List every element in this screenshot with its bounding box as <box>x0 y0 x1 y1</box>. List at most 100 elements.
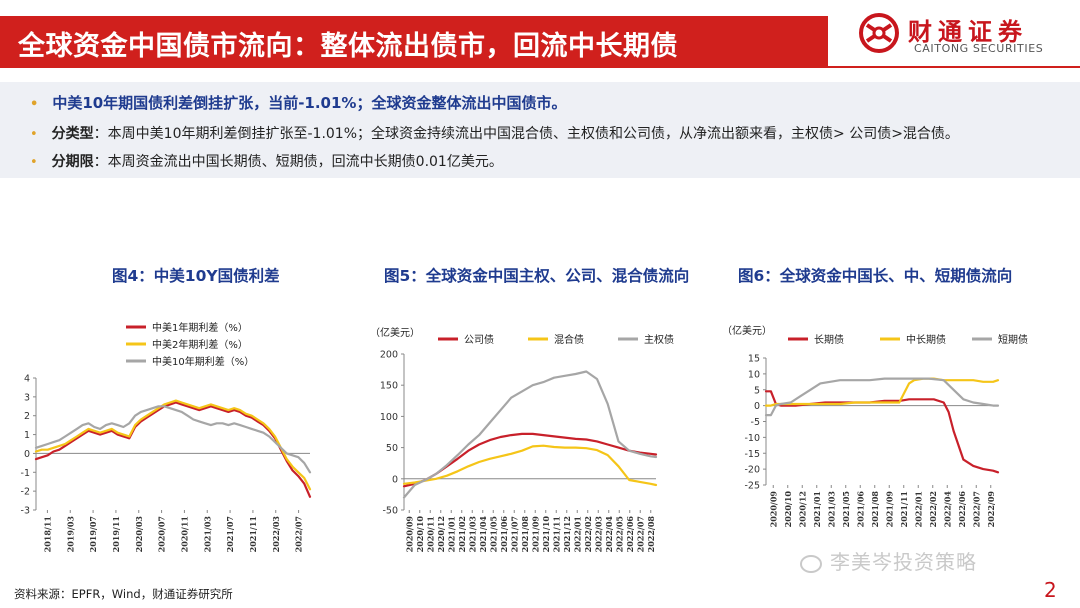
x-tick-label: 2021/01 <box>446 516 456 552</box>
bullet-dot-icon: • <box>30 155 38 170</box>
x-tick-label: 2020/11 <box>179 516 189 552</box>
x-tick-label: 2021/05 <box>841 491 851 527</box>
legend-label: 长期债 <box>814 333 844 346</box>
x-tick-label: 2021/04 <box>478 516 488 553</box>
y-tick-label: 100 <box>380 412 398 423</box>
x-tick-label: 2020/12 <box>436 516 446 552</box>
page-title: 全球资金中国债市流向：整体流出债市，回流中长期债 <box>18 31 678 62</box>
y-tick-label: 0 <box>24 449 30 460</box>
x-tick-label: 2022/03 <box>271 516 281 553</box>
wechat-icon <box>800 554 822 573</box>
x-tick-label: 2022/04 <box>604 516 614 553</box>
x-tick-label: 2022/07 <box>971 491 981 527</box>
x-tick-label: 2022/02 <box>583 516 593 552</box>
y-tick-label: -3 <box>21 506 30 517</box>
x-tick-label: 2020/09 <box>768 491 778 528</box>
y-tick-label: 3 <box>24 392 30 403</box>
y-tick-label: 200 <box>380 350 398 361</box>
series-line-1 <box>34 399 312 491</box>
x-tick-label: 2022/07 <box>635 516 645 552</box>
x-tick-label: 2021/03 <box>826 491 836 528</box>
company-logo: 财通证券 CAITONG SECURITIES <box>858 10 1068 62</box>
y-tick-label: 150 <box>380 381 398 392</box>
x-tick-label: 2022/08 <box>646 516 656 553</box>
x-tick-label: 2021/09 <box>884 491 894 528</box>
y-unit-label: （亿美元） <box>722 324 772 337</box>
x-tick-label: 2020/12 <box>797 491 807 527</box>
x-tick-label: 2022/06 <box>957 491 967 528</box>
page-number: 2 <box>1044 578 1057 602</box>
chart-fig6-flows-by-term: -25 -20 -15 -10 -5 0 5 10 15 2020/09 2020/10 2020/1… <box>722 324 1028 528</box>
summary-term: • 分期限：本周资金流出中国长期债、短期债，回流中长期债0.01亿美元。 <box>30 151 503 171</box>
y-tick-label: 5 <box>754 385 760 396</box>
x-tick-label: 2021/01 <box>812 491 822 527</box>
x-tick-label: 2021/06 <box>855 491 865 528</box>
y-tick-label: -25 <box>744 481 760 492</box>
x-tick-label: 2018/11 <box>42 516 52 552</box>
x-tick-label: 2020/10 <box>783 491 793 528</box>
y-tick-label: -50 <box>382 506 398 517</box>
logo-text-en: CAITONG SECURITIES <box>914 42 1044 55</box>
x-tick-label: 2021/11 <box>248 516 258 552</box>
y-tick-label: -2 <box>21 487 30 498</box>
x-tick-label: 2020/07 <box>157 516 167 552</box>
legend-label: 中美1年期利差（%） <box>152 321 248 334</box>
legend-label: 中长期债 <box>906 333 946 346</box>
title-bar: 全球资金中国债市流向：整体流出债市，回流中长期债 <box>0 16 828 66</box>
series-line-2 <box>34 405 312 474</box>
legend-label: 中美10年期利差（%） <box>152 355 254 368</box>
x-tick-label: 2022/01 <box>572 516 582 552</box>
x-tick-label: 2021/12 <box>562 516 572 552</box>
watermark: 李美岑投资策略 <box>800 546 977 575</box>
y-tick-label: 2 <box>24 411 30 422</box>
x-tick-label: 2021/07 <box>509 516 519 552</box>
x-tick-label: 2022/03 <box>593 516 603 553</box>
y-tick-label: -15 <box>744 449 760 460</box>
legend-label: 主权债 <box>644 333 674 346</box>
series-line-1 <box>402 444 658 487</box>
x-tick-label: 2022/06 <box>625 516 635 553</box>
logo-text-cn: 财通证券 <box>908 18 1028 46</box>
x-tick-label: 2022/09 <box>986 491 996 528</box>
chart-fig5-flows-by-type: -50 0 50 100 150 200 2020/09 2020/10 2020/11 2020… <box>370 326 674 553</box>
x-tick-label: 2021/10 <box>541 516 551 553</box>
term-text: ：本周资金流出中国长期债、短期债，回流中长期债0.01亿美元。 <box>93 154 503 170</box>
x-tick-label: 2020/09 <box>404 516 414 553</box>
series-line-2 <box>402 370 658 499</box>
y-tick-label: 15 <box>748 354 760 365</box>
legend-label: 混合债 <box>554 333 584 346</box>
x-tick-label: 2022/02 <box>928 491 938 527</box>
chart-title-fig6: 图6：全球资金中国长、中、短期债流向 <box>738 267 1013 285</box>
source-note: 资料来源：EPFR，Wind，财通证券研究所 <box>14 587 233 601</box>
summary-headline: • 中美10年期国债利差倒挂扩张，当前-1.01%；全球资金整体流出中国债市。 <box>30 92 566 113</box>
y-tick-label: 4 <box>24 374 30 385</box>
x-tick-label: 2022/01 <box>913 491 923 527</box>
legend-label: 公司债 <box>464 333 494 346</box>
type-label: 分类型 <box>51 126 94 142</box>
caitong-logo-icon <box>859 13 899 53</box>
x-tick-label: 2021/02 <box>457 516 467 552</box>
summary-type: • 分类型：本周中美10年期利差倒挂扩张至-1.01%；全球资金持续流出中国混合债… <box>30 123 959 143</box>
y-tick-label: 0 <box>392 474 398 485</box>
x-tick-label: 2022/07 <box>294 516 304 552</box>
header-divider <box>0 66 1080 68</box>
legend-label: 短期债 <box>998 333 1028 346</box>
y-tick-label: -10 <box>744 433 760 444</box>
legend-label: 中美2年期利差（%） <box>152 338 248 351</box>
series-line-1 <box>764 377 1000 407</box>
x-tick-label: 2021/03 <box>467 516 477 553</box>
y-tick-label: 10 <box>748 369 760 380</box>
x-tick-label: 2021/05 <box>488 516 498 552</box>
x-tick-label: 2022/04 <box>942 491 952 528</box>
x-tick-label: 2020/03 <box>134 516 144 553</box>
x-tick-label: 2021/08 <box>520 516 530 553</box>
y-tick-label: 1 <box>24 430 30 441</box>
bullet-dot-icon: • <box>30 97 39 112</box>
summary-box: • 中美10年期国债利差倒挂扩张，当前-1.01%；全球资金整体流出中国债市。 •… <box>0 82 1080 178</box>
x-tick-label: 2021/09 <box>530 516 540 553</box>
x-tick-label: 2021/03 <box>202 516 212 553</box>
x-tick-label: 2022/05 <box>614 516 624 552</box>
term-label: 分期限 <box>51 154 94 170</box>
header: 全球资金中国债市流向：整体流出债市，回流中长期债 财通证券 CAITONG SE… <box>0 0 1080 66</box>
x-tick-label: 2021/07 <box>225 516 235 552</box>
